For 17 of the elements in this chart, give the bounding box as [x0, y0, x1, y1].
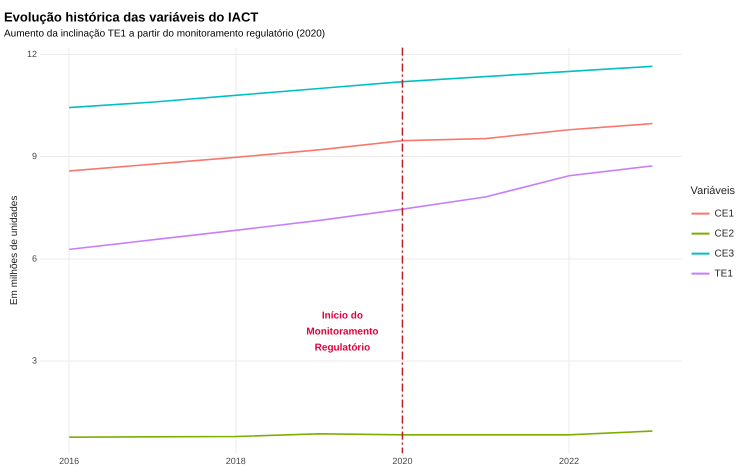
chart-title: Evolução histórica das variáveis do IACT — [4, 9, 258, 24]
chart-subtitle: Aumento da inclinação TE1 a partir do monitoramento regulatório (2020) — [4, 28, 326, 40]
x-tick-label: 2020 — [392, 456, 412, 466]
y-axis-title: Em milhões de unidades — [8, 196, 20, 306]
legend-label: CE2 — [714, 228, 734, 240]
y-tick-label: 6 — [32, 253, 38, 264]
legend-label: TE1 — [714, 268, 734, 280]
y-tick-label: 9 — [32, 151, 38, 162]
x-tick-label: 2022 — [559, 456, 580, 466]
legend-label: CE3 — [714, 248, 734, 260]
x-tick-label: 2018 — [226, 456, 246, 466]
y-tick-label: 12 — [26, 48, 38, 59]
legend-title: Variáveis — [690, 184, 736, 197]
x-tick-label: 2016 — [59, 456, 80, 466]
legend-label: CE1 — [714, 208, 734, 220]
y-tick-label: 3 — [32, 356, 38, 366]
ref-line-label: Início do Monitoramento Regulatório — [306, 310, 379, 354]
